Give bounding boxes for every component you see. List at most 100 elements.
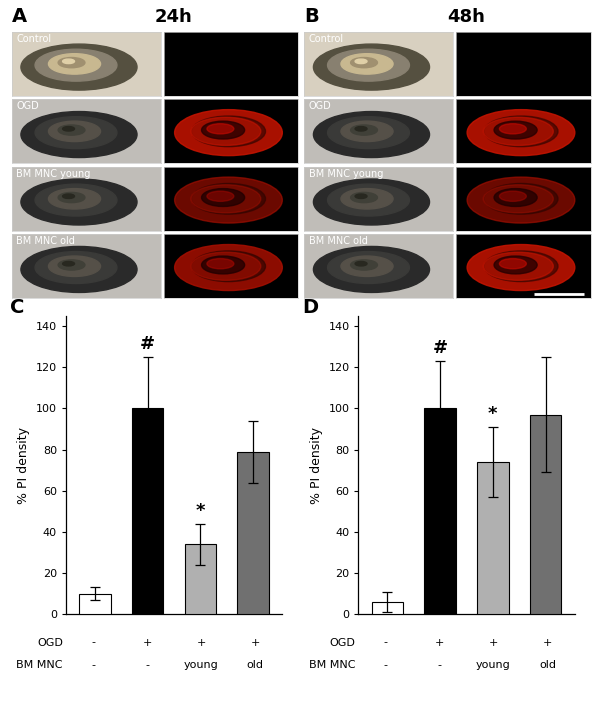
Text: OGD: OGD [37,638,63,648]
Ellipse shape [313,44,430,90]
Ellipse shape [175,244,283,290]
Ellipse shape [328,116,409,148]
Ellipse shape [191,117,261,146]
Ellipse shape [313,246,430,293]
Text: +: + [196,638,206,648]
Ellipse shape [494,189,537,207]
Text: OGD: OGD [16,102,39,111]
Ellipse shape [483,117,553,146]
Text: BM MNC young: BM MNC young [309,169,383,179]
Ellipse shape [355,126,367,131]
Text: BM MNC old: BM MNC old [309,236,368,246]
Text: BM MNC old: BM MNC old [16,236,76,246]
Ellipse shape [484,183,558,214]
Ellipse shape [341,54,393,74]
Ellipse shape [207,124,234,134]
Ellipse shape [58,192,85,202]
Ellipse shape [494,121,537,139]
Y-axis label: % PI density: % PI density [310,427,323,503]
Bar [185,545,216,614]
Ellipse shape [483,252,553,280]
Ellipse shape [467,244,575,290]
Text: -: - [145,660,149,670]
Text: 48h: 48h [447,9,485,26]
Ellipse shape [355,194,367,199]
Ellipse shape [35,116,117,148]
Bar [477,462,509,614]
Text: +: + [489,638,498,648]
Ellipse shape [191,252,261,280]
Ellipse shape [191,185,261,213]
Ellipse shape [499,258,526,269]
Ellipse shape [62,126,74,131]
Text: Control: Control [16,34,52,44]
Ellipse shape [350,125,377,135]
Ellipse shape [484,251,558,282]
Text: -: - [383,638,388,648]
Text: old: old [539,660,556,670]
Text: +: + [543,638,552,648]
Text: 24h: 24h [154,9,192,26]
Ellipse shape [467,177,575,223]
Ellipse shape [62,59,74,64]
Ellipse shape [328,49,409,81]
Ellipse shape [202,189,245,207]
Text: C: C [10,298,24,317]
Ellipse shape [494,256,537,274]
Text: BM MNC young: BM MNC young [16,169,91,179]
Text: -: - [437,660,442,670]
Text: Control: Control [309,34,344,44]
Ellipse shape [499,124,526,134]
Text: young: young [476,660,511,670]
Text: A: A [12,7,27,26]
Text: #: # [140,335,155,353]
Ellipse shape [499,191,526,202]
Text: +: + [435,638,444,648]
Text: -: - [91,660,95,670]
Y-axis label: % PI density: % PI density [17,427,30,503]
Text: -: - [91,638,95,648]
Ellipse shape [49,121,101,141]
Ellipse shape [62,194,74,199]
Text: +: + [142,638,152,648]
Ellipse shape [483,185,553,213]
Ellipse shape [21,44,137,90]
Ellipse shape [207,191,234,202]
Ellipse shape [21,246,137,293]
Text: *: * [196,501,205,520]
Ellipse shape [35,251,117,283]
Ellipse shape [313,179,430,225]
Ellipse shape [21,179,137,225]
Ellipse shape [62,261,74,266]
Text: OGD: OGD [329,638,355,648]
Text: young: young [184,660,218,670]
Ellipse shape [355,261,367,266]
Bar [371,602,403,614]
Ellipse shape [355,59,367,64]
Text: B: B [304,7,319,26]
Ellipse shape [58,260,85,270]
Ellipse shape [21,111,137,158]
Ellipse shape [35,184,117,216]
Ellipse shape [313,111,430,158]
Ellipse shape [341,189,393,209]
Ellipse shape [350,260,377,270]
Text: *: * [488,405,497,423]
Ellipse shape [350,58,377,67]
Ellipse shape [58,58,85,67]
Text: BM MNC: BM MNC [17,660,63,670]
Bar [424,408,456,614]
Ellipse shape [350,192,377,202]
Ellipse shape [49,54,101,74]
Text: D: D [302,298,319,317]
Ellipse shape [207,258,234,269]
Text: #: # [433,339,448,357]
Text: +: + [250,638,260,648]
Ellipse shape [49,256,101,276]
Ellipse shape [328,184,409,216]
Ellipse shape [341,121,393,141]
Ellipse shape [49,189,101,209]
Text: OGD: OGD [309,102,332,111]
Bar [237,452,269,614]
Bar [132,408,163,614]
